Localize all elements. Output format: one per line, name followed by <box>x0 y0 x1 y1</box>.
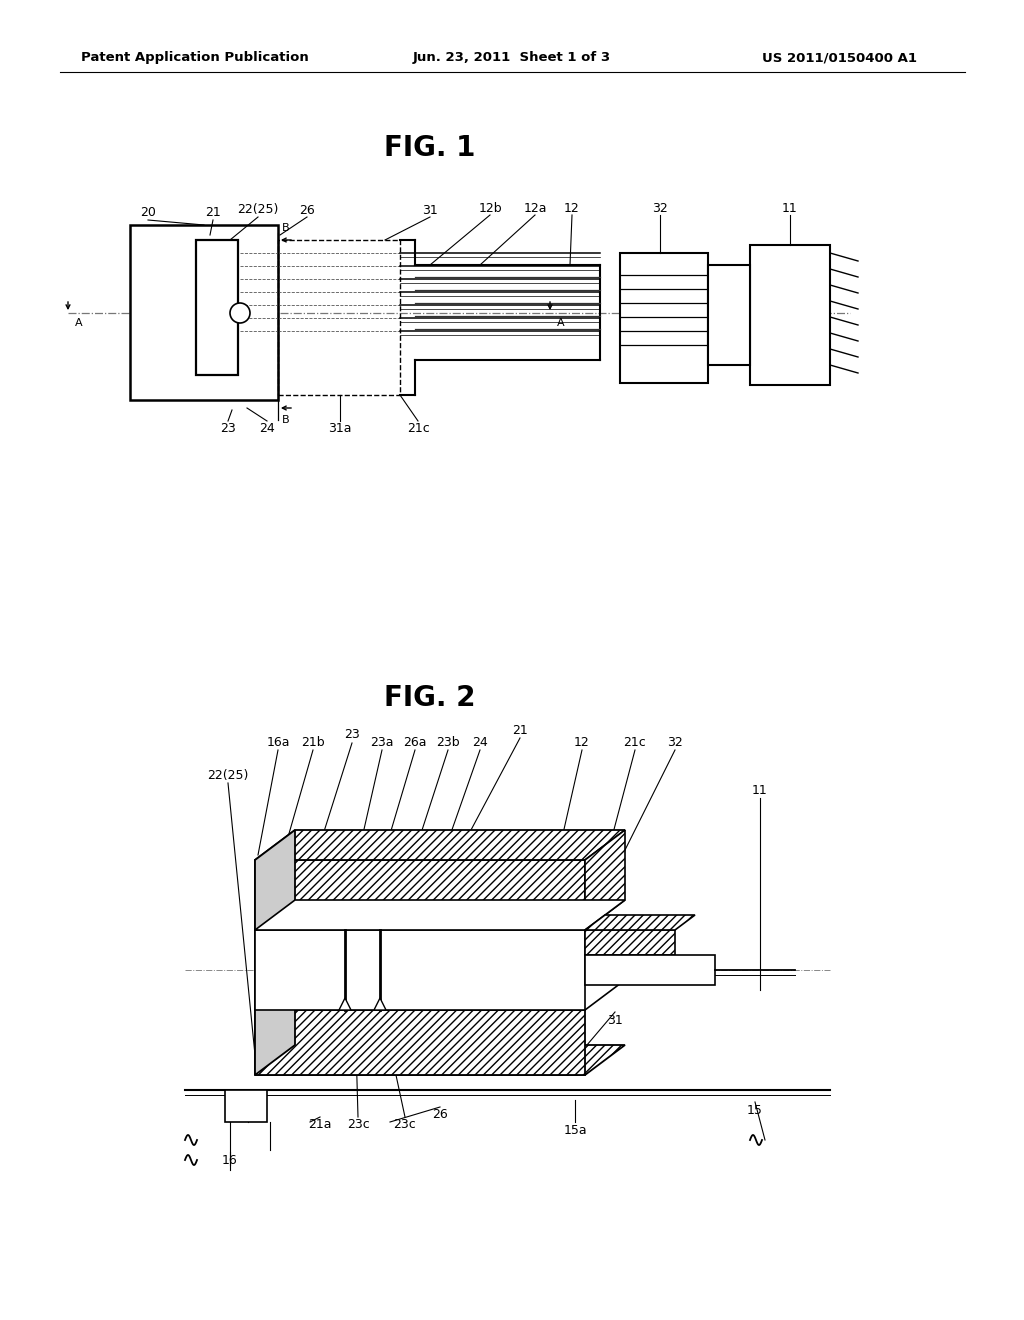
Text: 20: 20 <box>140 206 156 219</box>
Text: 15: 15 <box>748 1104 763 1117</box>
Text: 23: 23 <box>344 729 359 742</box>
Polygon shape <box>255 900 625 931</box>
Text: 31: 31 <box>422 203 438 216</box>
Text: 24: 24 <box>472 735 487 748</box>
Polygon shape <box>374 998 386 1010</box>
Polygon shape <box>255 979 625 1010</box>
Text: 31: 31 <box>607 1014 623 1027</box>
Text: 11: 11 <box>752 784 768 796</box>
Text: B: B <box>283 414 290 425</box>
Text: 26: 26 <box>432 1109 447 1122</box>
Text: 21: 21 <box>205 206 221 219</box>
Text: 23c: 23c <box>393 1118 417 1131</box>
Text: A: A <box>557 318 564 327</box>
Text: 21: 21 <box>512 723 528 737</box>
Bar <box>196 240 238 375</box>
Text: Patent Application Publication: Patent Application Publication <box>81 51 309 65</box>
Text: 16a: 16a <box>266 735 290 748</box>
Polygon shape <box>339 998 351 1010</box>
Text: 15a: 15a <box>563 1123 587 1137</box>
Text: 12: 12 <box>574 735 590 748</box>
Bar <box>225 1090 267 1122</box>
Bar <box>620 253 708 383</box>
Text: 21b: 21b <box>301 735 325 748</box>
Circle shape <box>230 304 250 323</box>
Bar <box>278 240 400 395</box>
Text: FIG. 2: FIG. 2 <box>384 684 476 711</box>
Polygon shape <box>255 861 585 931</box>
Polygon shape <box>585 954 715 985</box>
Text: 32: 32 <box>652 202 668 214</box>
Bar <box>130 224 278 400</box>
Text: 21c: 21c <box>624 735 646 748</box>
Text: 22(25): 22(25) <box>238 203 279 216</box>
Polygon shape <box>255 931 585 1010</box>
Text: 24: 24 <box>259 421 274 434</box>
Polygon shape <box>255 830 625 861</box>
Text: 12b: 12b <box>478 202 502 214</box>
Bar <box>750 246 830 385</box>
Text: US 2011/0150400 A1: US 2011/0150400 A1 <box>763 51 918 65</box>
Text: A: A <box>75 318 83 327</box>
Text: 21c: 21c <box>407 421 429 434</box>
Text: 21a: 21a <box>308 1118 332 1131</box>
Text: 23c: 23c <box>347 1118 370 1131</box>
Text: FIG. 1: FIG. 1 <box>384 135 476 162</box>
Text: 32: 32 <box>667 735 683 748</box>
Polygon shape <box>585 830 625 931</box>
Polygon shape <box>255 1045 625 1074</box>
Polygon shape <box>585 915 695 931</box>
Bar <box>708 265 750 366</box>
Text: 11: 11 <box>782 202 798 214</box>
Text: 23b: 23b <box>436 735 460 748</box>
Text: 16: 16 <box>222 1154 238 1167</box>
Text: 26a: 26a <box>403 735 427 748</box>
Text: 22(25): 22(25) <box>207 768 249 781</box>
Text: 26: 26 <box>299 203 314 216</box>
Text: 23a: 23a <box>371 735 394 748</box>
Text: 31a: 31a <box>329 421 352 434</box>
Polygon shape <box>255 1010 585 1074</box>
Text: 23: 23 <box>220 421 236 434</box>
Text: Jun. 23, 2011  Sheet 1 of 3: Jun. 23, 2011 Sheet 1 of 3 <box>413 51 611 65</box>
Polygon shape <box>585 931 675 954</box>
Text: 12b: 12b <box>237 1109 260 1122</box>
Text: B: B <box>283 223 290 234</box>
Text: 12a: 12a <box>523 202 547 214</box>
Polygon shape <box>255 830 295 1074</box>
Text: 12: 12 <box>564 202 580 214</box>
